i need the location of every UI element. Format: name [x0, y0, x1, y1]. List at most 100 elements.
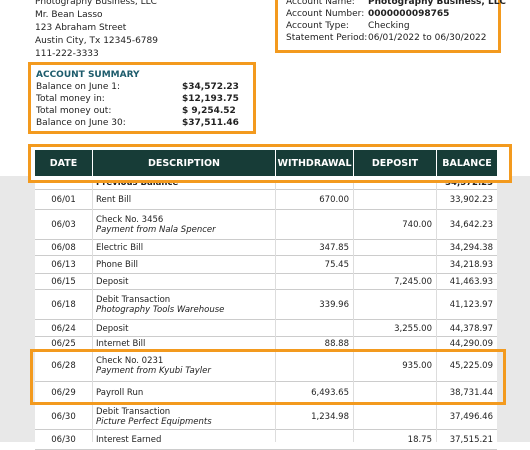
- cell-text: 06/24: [51, 323, 76, 334]
- cell-text: 37,515.21: [449, 435, 493, 445]
- table-cell: Check No. 0231 Payment from Kyubi Tayler: [96, 350, 271, 382]
- table-cell: Phone Bill: [96, 256, 271, 274]
- column-header: WITHDRAWAL: [275, 150, 353, 176]
- cell-text: 06/03: [51, 220, 76, 230]
- cell-text: Check No. 0231: [96, 356, 164, 366]
- highlight-box: [30, 349, 506, 405]
- table-cell: 06/29: [39, 382, 88, 404]
- summary-value: $34,572.23: [182, 82, 239, 92]
- table-cell: 34,572.23: [440, 176, 493, 190]
- sender-line: Mr. Bean Lasso: [35, 10, 103, 20]
- cell-note: Payment from Kyubi Tayler: [96, 366, 211, 376]
- table-cell: Rent Bill: [96, 190, 271, 210]
- col-line: [275, 176, 276, 442]
- table-cell: 1,234.98: [279, 404, 349, 430]
- table-cell: 6,493.65: [279, 382, 349, 404]
- cell-text: 7,245.00: [394, 277, 432, 287]
- table-cell: 06/30: [39, 404, 88, 430]
- table-cell: 34,218.93: [440, 256, 493, 274]
- row-line: [35, 189, 497, 190]
- cell-text: Electric Bill: [96, 243, 144, 253]
- cell-text: 3,255.00: [394, 323, 432, 334]
- col-line: [436, 176, 437, 442]
- summary-value: $12,193.75: [182, 94, 239, 104]
- col-line: [353, 176, 354, 442]
- table-cell: 33,902.23: [440, 190, 493, 210]
- cell-text: 347.85: [319, 243, 349, 253]
- table-cell: 06/01: [39, 190, 88, 210]
- summary-value: $37,511.46: [182, 118, 239, 128]
- table-cell: 06/15: [39, 274, 88, 290]
- account-box: [275, 0, 501, 53]
- account-value: 0000000098765: [368, 9, 450, 19]
- cell-text: 75.45: [324, 260, 349, 270]
- column-header: DATE: [49, 157, 78, 169]
- account-value: Photography Business, LLC: [368, 0, 507, 7]
- summary-value: $ 9,254.52: [182, 106, 236, 116]
- sender-line: Austin City, Tx 12345-6789: [35, 36, 158, 46]
- row-line: [35, 336, 497, 337]
- table-cell: Internet Bill: [96, 337, 271, 350]
- sender-line: Photography Business, LLC: [35, 0, 157, 7]
- cell-text: 670.00: [319, 195, 349, 205]
- row-line: [35, 239, 497, 240]
- cell-text: 935.00: [402, 361, 432, 371]
- cell-text: Rent Bill: [96, 195, 132, 205]
- summary-label: Total money in:: [36, 94, 105, 104]
- table-cell: 06/18: [39, 290, 88, 320]
- cell-text: 44,290.09: [449, 338, 493, 349]
- table-header: DATE DESCRIPTION WITHDRAWAL DEPOSIT BALANCE: [35, 150, 497, 176]
- table-cell: 18.75: [357, 430, 432, 450]
- summary-label: Balance on June 30:: [36, 118, 126, 128]
- table-cell: 7,245.00: [357, 274, 432, 290]
- cell-text: 6,493.65: [311, 388, 349, 398]
- table-cell: 3,255.00: [357, 320, 432, 337]
- cell-text: 06/13: [51, 260, 76, 270]
- cell-text: Previous Balance: [96, 178, 179, 188]
- table-cell: 347.85: [279, 240, 349, 256]
- account-label: Account Number:: [286, 9, 365, 19]
- cell-text: Debit Transaction: [96, 407, 171, 417]
- cell-text: 45,225.09: [449, 361, 493, 371]
- cell-text: 37,496.46: [449, 412, 493, 422]
- cell-text: 06/28: [51, 361, 76, 371]
- cell-text: 06/30: [51, 412, 76, 422]
- cell-text: 41,123.97: [449, 300, 493, 310]
- row-line: [35, 381, 497, 382]
- cell-note: Picture Perfect Equipments: [96, 417, 212, 427]
- cell-text: 88.88: [324, 338, 349, 349]
- row-line: [35, 273, 497, 274]
- cell-text: 06/01: [51, 195, 76, 205]
- summary-title: ACCOUNT SUMMARY: [36, 70, 140, 80]
- cell-text: 18.75: [407, 435, 432, 445]
- cell-text: Payroll Run: [96, 388, 144, 398]
- cell-text: 34,642.23: [449, 220, 493, 230]
- col-line: [92, 176, 93, 442]
- table-cell: Interest Earned: [96, 430, 271, 450]
- cell-text: 06/25: [51, 338, 76, 349]
- cell-text: 06/30: [51, 435, 76, 445]
- column-header: DEPOSIT: [353, 150, 436, 176]
- account-label: Account Name:: [286, 0, 355, 7]
- table-cell: 44,290.09: [440, 337, 493, 350]
- account-label: Statement Period:: [286, 33, 368, 43]
- summary-label: Balance on June 1:: [36, 82, 121, 92]
- cell-text: 06/08: [51, 243, 76, 253]
- cell-text: 38,731.44: [449, 388, 493, 398]
- cell-note: Photography Tools Warehouse: [96, 305, 225, 315]
- cell-text: Deposit: [96, 277, 129, 287]
- row-line: [35, 289, 497, 290]
- cell-text: Check No. 3456: [96, 215, 164, 225]
- table-cell: Deposit: [96, 274, 271, 290]
- table-cell: 88.88: [279, 337, 349, 350]
- cell-text: 06/15: [51, 277, 76, 287]
- table-cell: Previous Balance: [96, 176, 271, 190]
- cell-text: Internet Bill: [96, 338, 146, 349]
- cell-text: 34,572.23: [445, 178, 493, 188]
- table-cell: 34,642.23: [440, 210, 493, 240]
- table-cell: 06/08: [39, 240, 88, 256]
- table-cell: 740.00: [357, 210, 432, 240]
- table-cell: 37,515.21: [440, 430, 493, 450]
- account-value: 06/01/2022 to 06/30/2022: [368, 33, 487, 43]
- table-cell: 06/03: [39, 210, 88, 240]
